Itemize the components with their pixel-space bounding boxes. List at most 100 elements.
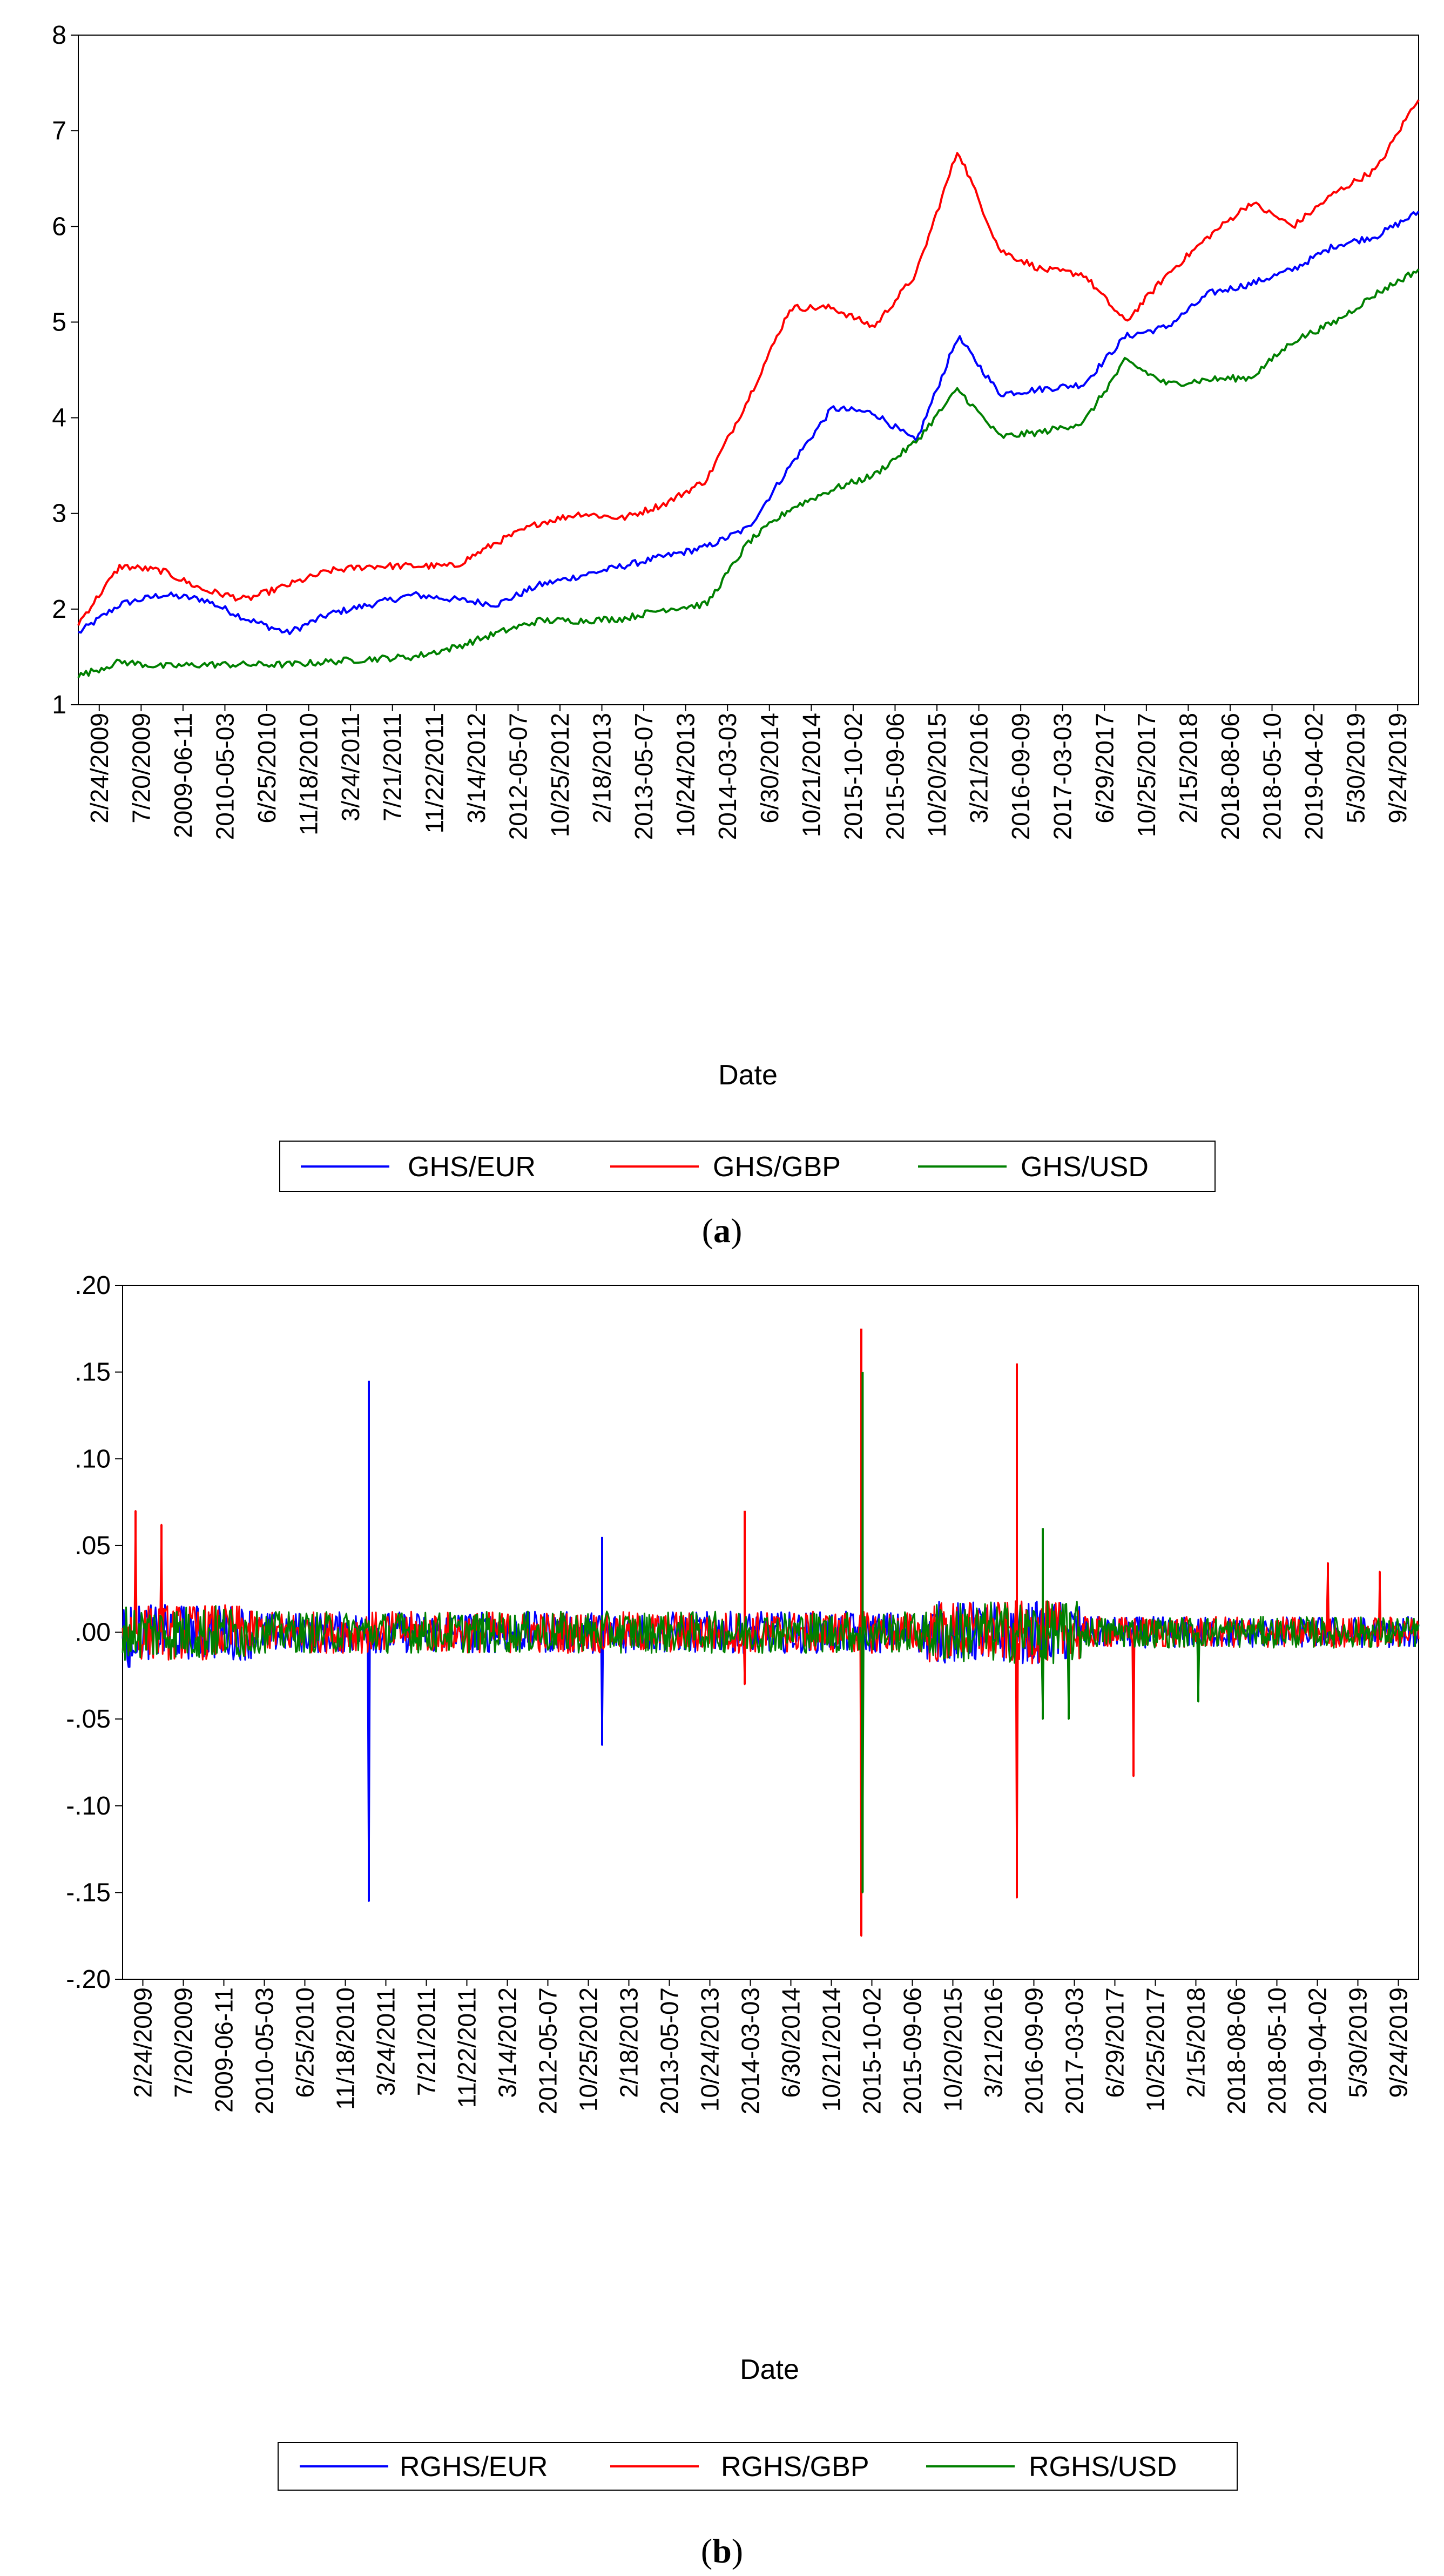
- chart-a-xtick-label: 6/25/2010: [253, 713, 281, 824]
- chart-a-x-axis: 2/24/2009 7/20/2009 2009-06-11 2010-05-03 6/…: [85, 705, 1412, 840]
- chart-b-y-axis: .20 .15 .10 .05 .00 -.05 -.10 -.15 -.20: [66, 1271, 123, 1994]
- chart-b-xtick-label: 2009-06-11: [210, 1987, 238, 2113]
- chart-a-y-axis: 1 2 3 4 5 6 7 8: [52, 21, 78, 719]
- chart-b-xtick-label: 5/30/2019: [1344, 1987, 1372, 2098]
- chart-b-xtick-label: 2016-09-09: [1020, 1987, 1048, 2114]
- chart-b-xtick-label: 7/21/2011: [413, 1987, 441, 2096]
- chart-b-legend: RGHS/EUR RGHS/GBP RGHS/USD: [278, 2442, 1238, 2491]
- chart-a-xtick-label: 9/24/2019: [1384, 713, 1412, 824]
- series-line-ghs-gbp: [77, 99, 1420, 626]
- chart-a-xtick-label: 2/18/2013: [588, 713, 616, 824]
- chart-b-ytick-label: -.10: [66, 1792, 111, 1820]
- chart-a: 1 2 3 4 5 6 7 8 2/24/2009 7/20/2009 2009-06-11 201…: [52, 21, 1420, 1250]
- chart-a-ytick-label: 1: [52, 691, 66, 719]
- chart-a-xtick-label: 6/30/2014: [755, 713, 784, 824]
- chart-a-xtick-label: 10/25/2012: [546, 713, 574, 837]
- legend-label-rghs-usd: RGHS/USD: [1029, 2451, 1177, 2483]
- chart-a-xtick-label: 3/21/2016: [965, 713, 993, 824]
- chart-b-xtick-label: 9/24/2019: [1385, 1987, 1413, 2098]
- chart-b-x-axis-label: Date: [740, 2354, 799, 2385]
- chart-a-xtick-label: 2019-04-02: [1300, 713, 1328, 840]
- chart-b-legend-box: [278, 2442, 1238, 2491]
- chart-b-xtick-label: 2015-10-02: [858, 1987, 886, 2114]
- chart-b-xtick-label: 6/29/2017: [1101, 1987, 1129, 2098]
- chart-a-series: [77, 99, 1420, 679]
- chart-a-xtick-label: 2009-06-11: [169, 713, 197, 838]
- chart-a-xtick-label: 11/22/2011: [420, 713, 448, 833]
- chart-a-xtick-label: 2/15/2018: [1174, 713, 1202, 824]
- chart-a-legend-box: [279, 1141, 1216, 1192]
- chart-a-xtick-label: 10/21/2014: [797, 713, 825, 837]
- series-line-ghs-eur: [78, 211, 1420, 636]
- chart-a-xtick-label: 10/20/2015: [923, 713, 951, 837]
- chart-a-xtick-label: 2016-09-09: [1007, 713, 1035, 840]
- chart-a-xtick-label: 2017-03-03: [1049, 713, 1077, 840]
- chart-a-xtick-label: 2010-05-03: [211, 713, 239, 840]
- chart-b-xtick-label: 2010-05-03: [251, 1987, 279, 2114]
- chart-a-xtick-label: 2/24/2009: [85, 713, 113, 824]
- chart-a-xtick-label: 11/18/2010: [295, 713, 323, 835]
- chart-b-xtick-label: 6/30/2014: [777, 1987, 805, 2098]
- chart-a-ytick-label: 8: [52, 21, 66, 50]
- chart-b-ytick-label: .05: [75, 1532, 111, 1560]
- chart-a-xtick-label: 2018-05-10: [1258, 713, 1286, 840]
- chart-a-ytick-label: 2: [52, 595, 66, 624]
- legend-label-ghs-eur: GHS/EUR: [408, 1151, 536, 1183]
- chart-b-xtick-label: 2017-03-03: [1061, 1987, 1089, 2114]
- chart-b-xtick-label: 7/20/2009: [170, 1987, 198, 2098]
- legend-label-ghs-usd: GHS/USD: [1021, 1151, 1149, 1183]
- chart-a-xtick-label: 2012-05-07: [504, 713, 532, 840]
- chart-b-xtick-label: 2014-03-03: [737, 1987, 765, 2114]
- chart-b-xtick-label: 2018-05-10: [1263, 1987, 1291, 2114]
- chart-a-xtick-label: 2013-05-07: [630, 713, 658, 840]
- chart-b-xtick-label: 11/22/2011: [453, 1987, 481, 2108]
- series-line-ghs-usd: [77, 268, 1420, 679]
- chart-b-x-axis: 2/24/2009 7/20/2009 2009-06-11 2010-05-03 6/…: [129, 1979, 1413, 2114]
- chart-a-xtick-label: 10/24/2013: [672, 713, 700, 837]
- chart-b-xtick-label: 2013-05-07: [656, 1987, 684, 2114]
- chart-b-xtick-label: 2/24/2009: [129, 1987, 157, 2098]
- chart-b-xtick-label: 3/24/2011: [372, 1987, 400, 2096]
- chart-a-xtick-label: 2015-09-06: [881, 713, 909, 840]
- chart-b-xtick-label: 10/25/2012: [575, 1987, 603, 2112]
- chart-a-ytick-label: 3: [52, 500, 66, 528]
- chart-a-xtick-label: 3/14/2012: [462, 713, 490, 824]
- series-line-rghs-usd: [122, 1600, 1420, 1893]
- chart-b-ytick-label: .00: [75, 1619, 111, 1647]
- chart-a-xtick-label: 7/20/2009: [127, 713, 155, 824]
- chart-b-xtick-label: 2012-05-07: [534, 1987, 562, 2114]
- chart-b: .20 .15 .10 .05 .00 -.05 -.10 -.15 -.20 2/24/200…: [66, 1271, 1420, 2570]
- chart-b-xtick-label: 2019-04-02: [1304, 1987, 1332, 2114]
- chart-a-ytick-label: 4: [52, 404, 66, 433]
- panel-a-caption: (a): [702, 1211, 743, 1250]
- chart-a-legend: GHS/EUR GHS/GBP GHS/USD: [279, 1141, 1216, 1192]
- chart-b-ytick-label: -.20: [66, 1965, 111, 1994]
- chart-b-xtick-label: 2018-08-06: [1223, 1987, 1251, 2114]
- chart-a-ytick-label: 7: [52, 117, 66, 145]
- chart-a-xtick-label: 10/25/2017: [1132, 713, 1160, 837]
- chart-a-plot-frame: [78, 35, 1419, 705]
- chart-b-xtick-label: 2/15/2018: [1182, 1987, 1210, 2098]
- chart-a-xtick-label: 2018-08-06: [1216, 713, 1244, 840]
- chart-a-x-axis-label: Date: [718, 1060, 778, 1091]
- chart-b-xtick-label: 10/20/2015: [939, 1987, 967, 2112]
- legend-label-rghs-eur: RGHS/EUR: [400, 2451, 548, 2483]
- chart-b-ytick-label: .10: [75, 1445, 111, 1473]
- chart-b-xtick-label: 2015-09-06: [899, 1987, 927, 2114]
- chart-b-xtick-label: 3/14/2012: [494, 1987, 522, 2098]
- chart-b-ytick-label: .15: [75, 1358, 111, 1387]
- chart-b-xtick-label: 3/21/2016: [980, 1987, 1008, 2098]
- chart-a-xtick-label: 3/24/2011: [336, 713, 365, 821]
- legend-label-ghs-gbp: GHS/GBP: [713, 1151, 841, 1183]
- chart-b-ytick-label: .20: [75, 1271, 111, 1300]
- chart-a-xtick-label: 6/29/2017: [1090, 713, 1118, 824]
- chart-b-xtick-label: 10/25/2017: [1142, 1987, 1170, 2112]
- chart-b-xtick-label: 6/25/2010: [291, 1987, 319, 2098]
- chart-a-ytick-label: 6: [52, 212, 66, 241]
- chart-a-xtick-label: 2014-03-03: [713, 713, 741, 840]
- chart-b-xtick-label: 10/21/2014: [818, 1987, 846, 2112]
- chart-b-ytick-label: -.05: [66, 1705, 111, 1734]
- chart-a-xtick-label: 2015-10-02: [839, 713, 867, 840]
- chart-a-xtick-label: 5/30/2019: [1342, 713, 1370, 824]
